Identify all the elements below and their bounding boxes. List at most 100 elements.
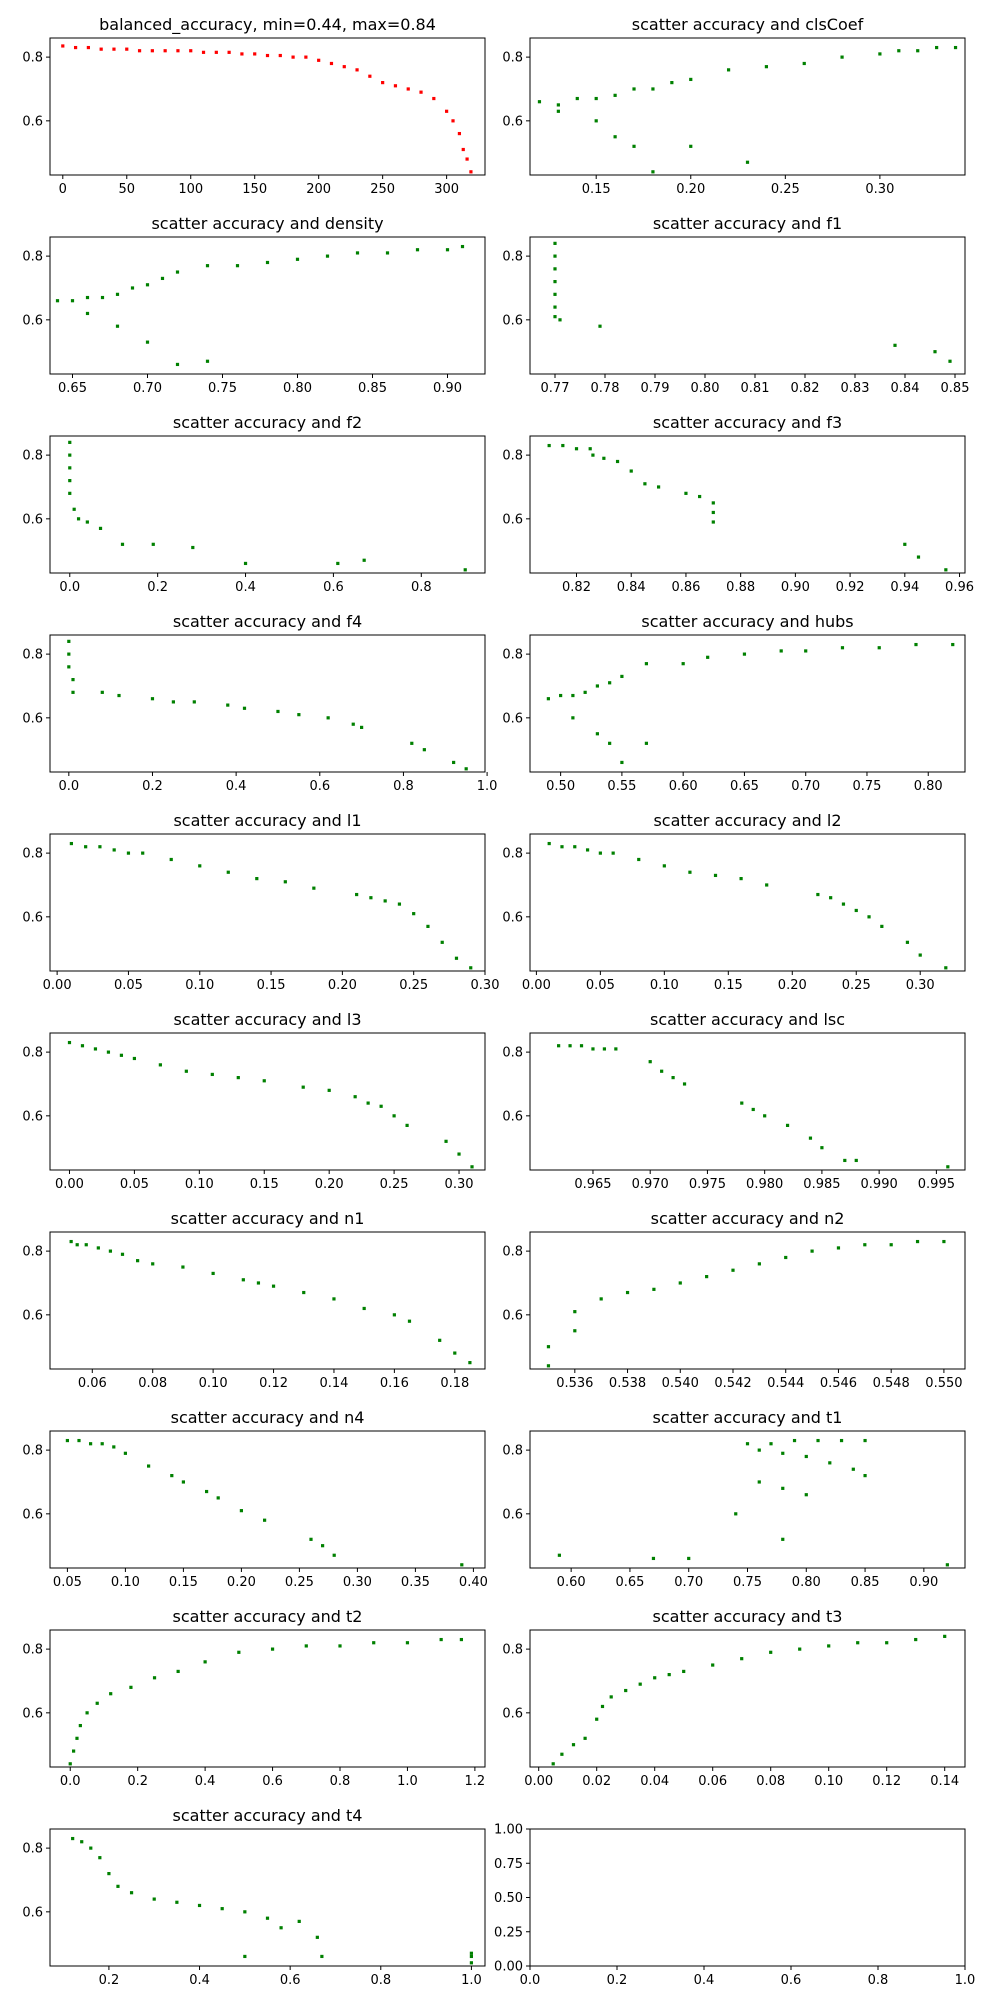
- x-tick-label: 0.90: [433, 381, 462, 396]
- data-point: [557, 1044, 561, 1048]
- data-point: [914, 1637, 918, 1642]
- subplot-3: scatter accuracy and f1 0.77 0.78 0.79 0.80 0…: [502, 214, 969, 396]
- x-tick-label: 0.88: [726, 580, 755, 595]
- data-point: [295, 257, 300, 261]
- y-tick-label: 0.6: [502, 1109, 523, 1124]
- x-tick-label: 0.4: [226, 779, 247, 794]
- data-point: [711, 1663, 715, 1667]
- data-point: [68, 1762, 72, 1766]
- data-point: [100, 1442, 104, 1446]
- data-point: [170, 1474, 174, 1478]
- data-point: [145, 283, 150, 287]
- x-tick-label: 0.08: [756, 1774, 785, 1789]
- data-point: [69, 841, 73, 846]
- x-tick-label: 0.6: [309, 779, 330, 794]
- x-tick-label: 0.10: [185, 1177, 214, 1192]
- subplot-9: scatter accuracy and l2 0.00 0.05 0.10 0.15 0…: [502, 811, 966, 993]
- subplot-title: scatter accuracy and n4: [171, 1408, 365, 1427]
- y-tick-label: 0.6: [22, 512, 43, 527]
- data-point: [85, 311, 90, 316]
- data-point: [600, 1704, 605, 1709]
- y-tick-label: 0.8: [22, 648, 43, 663]
- y-tick-label: 0.8: [502, 847, 523, 862]
- data-point: [158, 1063, 162, 1067]
- data-point: [557, 1553, 561, 1557]
- data-point: [210, 1072, 214, 1077]
- data-point: [914, 642, 918, 647]
- x-tick-label: 0.84: [891, 381, 920, 396]
- data-point: [405, 1123, 409, 1127]
- subplot-13: scatter accuracy and n2 0.536 0.538 0.540 0.…: [502, 1209, 966, 1391]
- data-point: [546, 1364, 551, 1368]
- data-point: [765, 883, 769, 887]
- data-point: [72, 1749, 76, 1753]
- data-point: [740, 1657, 744, 1661]
- data-point: [278, 53, 282, 58]
- data-point: [69, 1239, 73, 1244]
- data-point: [152, 1897, 156, 1901]
- x-tick-label: 0.82: [791, 381, 820, 396]
- data-point: [65, 1438, 69, 1443]
- data-point: [171, 700, 175, 704]
- data-point: [176, 49, 180, 53]
- data-point: [598, 324, 602, 328]
- data-point: [839, 1438, 844, 1443]
- x-tick-label: 0.18: [440, 1376, 469, 1391]
- y-tick-label: 0.8: [502, 1444, 523, 1459]
- subplot-title: scatter accuracy and f4: [173, 612, 362, 631]
- data-point: [843, 1158, 847, 1163]
- data-point: [893, 343, 897, 347]
- data-points: [69, 1239, 472, 1365]
- data-points: [67, 1040, 474, 1169]
- data-point: [265, 1916, 270, 1920]
- data-point: [711, 501, 715, 505]
- data-point: [108, 1249, 113, 1253]
- subplot-title: scatter accuracy and n2: [651, 1209, 845, 1228]
- x-tick-label: 0.20: [227, 1575, 256, 1590]
- subplot-14: scatter accuracy and n4 0.05 0.10 0.15 0.20 0…: [22, 1408, 488, 1590]
- data-point: [381, 81, 385, 85]
- x-tick-label: 0.81: [741, 381, 770, 396]
- subplot-5: scatter accuracy and f3 0.82 0.84 0.86 0.88 0…: [502, 413, 974, 595]
- data-point: [583, 690, 587, 694]
- data-point: [392, 1313, 396, 1317]
- subplot-11: scatter accuracy and lsc 0.965 0.970 0.975 0…: [502, 1010, 966, 1192]
- x-tick-label: 0.15: [257, 978, 286, 993]
- data-point: [297, 713, 301, 717]
- data-point: [615, 459, 620, 464]
- y-tick-label: 0.8: [22, 1643, 43, 1658]
- data-point: [546, 1345, 551, 1349]
- x-tick-label: 0.10: [199, 1376, 228, 1391]
- data-point: [660, 1069, 664, 1073]
- y-tick-label: 0.6: [22, 1308, 43, 1323]
- data-point: [368, 74, 372, 78]
- data-point: [226, 870, 230, 874]
- data-point: [68, 466, 72, 470]
- data-point: [916, 555, 921, 559]
- x-tick-label: 0.15: [714, 978, 743, 993]
- data-point: [98, 526, 103, 530]
- x-tick-label: 0.4: [235, 580, 256, 595]
- data-point: [270, 1647, 275, 1651]
- data-point: [585, 848, 590, 852]
- data-point: [816, 1438, 820, 1443]
- data-point: [613, 135, 617, 139]
- data-point: [781, 1486, 785, 1490]
- data-point: [464, 767, 468, 771]
- axes-frame: [49, 634, 486, 773]
- axes-frame: [49, 1828, 486, 1967]
- x-tick-label: 0.4: [694, 1973, 715, 1988]
- x-tick-label: 0.60: [557, 1575, 586, 1590]
- axes-frame: [49, 435, 486, 574]
- data-point: [461, 147, 465, 152]
- x-tick-label: 0.30: [906, 978, 935, 993]
- data-point: [682, 1669, 686, 1674]
- data-point: [129, 1685, 133, 1689]
- data-point: [315, 1935, 319, 1939]
- x-tick-label: 0.06: [78, 1376, 107, 1391]
- data-point: [175, 362, 180, 367]
- data-point: [147, 1464, 151, 1468]
- data-point: [89, 1846, 93, 1850]
- data-point: [327, 1088, 331, 1092]
